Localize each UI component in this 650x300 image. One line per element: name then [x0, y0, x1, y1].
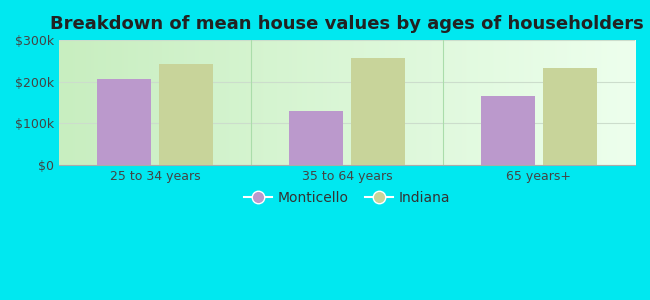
Bar — [289, 111, 343, 165]
Bar — [351, 58, 404, 165]
Bar — [159, 64, 213, 165]
Bar — [98, 79, 151, 165]
Title: Breakdown of mean house values by ages of householders: Breakdown of mean house values by ages o… — [50, 15, 644, 33]
Legend: Monticello, Indiana: Monticello, Indiana — [239, 185, 456, 210]
Bar — [482, 96, 535, 165]
Bar — [543, 68, 597, 165]
